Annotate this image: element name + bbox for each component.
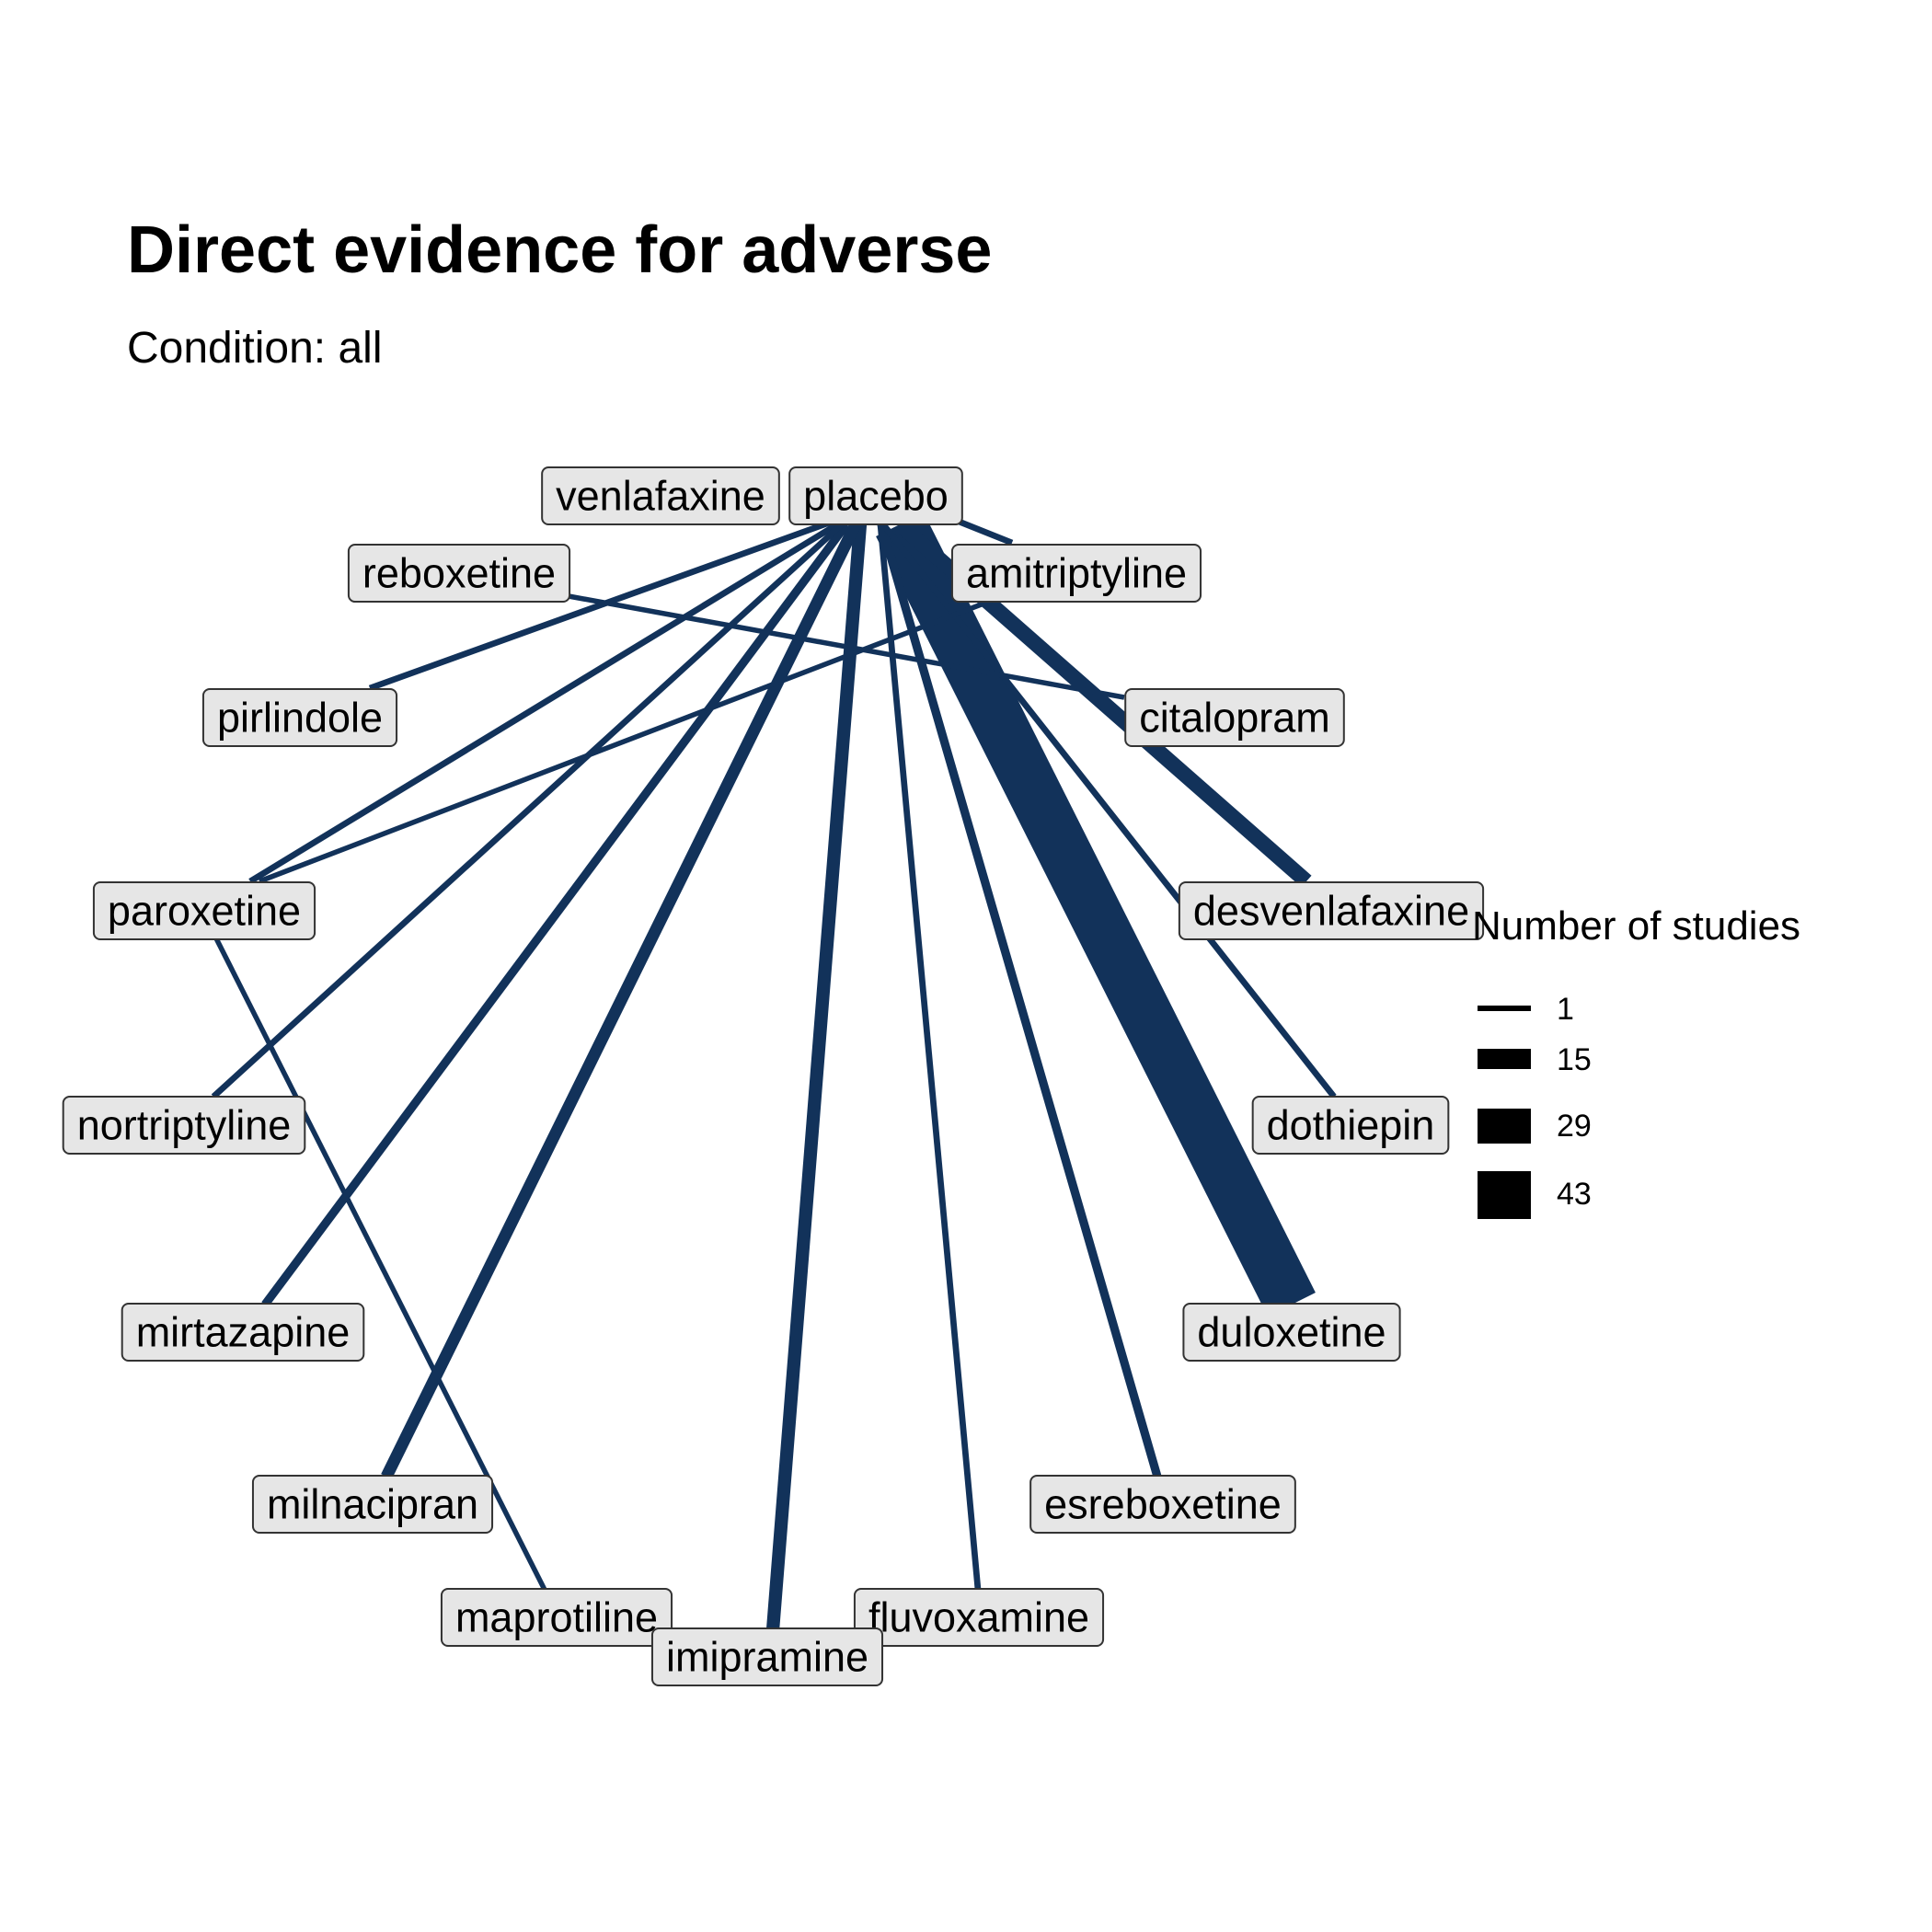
node-label-box xyxy=(251,1475,494,1534)
edge-layer xyxy=(211,512,1337,1631)
node-label-box xyxy=(1178,881,1485,940)
node-label-text: desvenlafaxine xyxy=(1193,888,1469,935)
node-paroxetine: paroxetine xyxy=(92,881,316,940)
node-label-text: esreboxetine xyxy=(1044,1481,1282,1528)
node-label-text: maprotiline xyxy=(455,1594,658,1641)
node-label-box xyxy=(1251,1096,1450,1155)
node-duloxetine: duloxetine xyxy=(1182,1303,1401,1362)
edge-placebo-nortriptyline xyxy=(211,522,845,1099)
legend-label-15: 15 xyxy=(1557,1042,1592,1077)
node-mirtazapine: mirtazapine xyxy=(121,1303,365,1362)
legend-label-43: 43 xyxy=(1557,1177,1592,1212)
legend-key-43 xyxy=(1478,1171,1531,1219)
edge-placebo-mirtazapine xyxy=(261,522,850,1307)
node-desvenlafaxine: desvenlafaxine xyxy=(1178,881,1485,940)
legend-key-29 xyxy=(1478,1109,1531,1144)
node-label-box xyxy=(950,544,1202,603)
node-esreboxetine: esreboxetine xyxy=(1029,1475,1296,1534)
node-fluvoxamine: fluvoxamine xyxy=(853,1588,1105,1647)
edge-placebo-esreboxetine xyxy=(877,523,1162,1478)
legend-key-1 xyxy=(1478,1006,1531,1011)
chart-subtitle: Condition: all xyxy=(127,324,383,373)
node-label-box xyxy=(788,466,963,525)
node-venlafaxine: venlafaxine xyxy=(541,466,780,525)
node-label-box xyxy=(440,1588,673,1647)
node-label-box xyxy=(201,688,398,747)
node-label-box xyxy=(92,881,316,940)
edge-reboxetine-citalopram xyxy=(568,593,1125,700)
node-label-text: citalopram xyxy=(1139,695,1330,742)
node-label-box xyxy=(121,1303,365,1362)
node-label-text: mirtazapine xyxy=(136,1309,351,1356)
node-label-text: placebo xyxy=(803,473,949,520)
node-nortriptyline: nortriptyline xyxy=(62,1096,306,1155)
edge-placebo-imipramine xyxy=(765,523,868,1631)
node-label-text: duloxetine xyxy=(1197,1309,1386,1356)
node-label-box xyxy=(650,1627,884,1686)
node-citalopram: citalopram xyxy=(1124,688,1345,747)
edge-placebo-fluvoxamine xyxy=(877,523,982,1591)
edge-placebo-dothiepin xyxy=(880,522,1337,1099)
node-label-text: venlafaxine xyxy=(556,473,765,520)
node-reboxetine: reboxetine xyxy=(347,544,571,603)
node-label-text: reboxetine xyxy=(362,550,556,597)
node-label-box xyxy=(1182,1303,1401,1362)
legend: Number of studies 1 15 29 43 xyxy=(1472,906,1858,1237)
node-label-text: dothiepin xyxy=(1267,1102,1435,1149)
node-label-box xyxy=(62,1096,306,1155)
node-label-box xyxy=(541,466,780,525)
legend-title: Number of studies xyxy=(1472,903,1801,949)
node-milnacipran: milnacipran xyxy=(251,1475,494,1534)
node-label-text: amitriptyline xyxy=(966,550,1187,597)
node-label-box xyxy=(853,1588,1105,1647)
node-amitriptyline: amitriptyline xyxy=(950,544,1202,603)
node-maprotiline: maprotiline xyxy=(440,1588,673,1647)
node-label-text: imipramine xyxy=(666,1634,868,1681)
node-dothiepin: dothiepin xyxy=(1251,1096,1450,1155)
node-label-box xyxy=(1124,688,1345,747)
node-placebo: placebo xyxy=(788,466,963,525)
node-label-text: pirlindole xyxy=(217,695,383,742)
edge-placebo-milnacipran xyxy=(381,522,861,1479)
node-pirlindole: pirlindole xyxy=(201,688,398,747)
edge-paroxetine-amitriptyline xyxy=(259,593,1004,884)
chart-title: Direct evidence for adverse xyxy=(127,213,993,287)
node-label-text: fluvoxamine xyxy=(868,1594,1089,1641)
node-label-box xyxy=(347,544,571,603)
node-label-text: paroxetine xyxy=(108,888,301,935)
legend-label-29: 29 xyxy=(1557,1109,1592,1144)
node-label-text: nortriptyline xyxy=(77,1102,292,1149)
node-imipramine: imipramine xyxy=(650,1627,884,1686)
legend-key-15 xyxy=(1478,1049,1531,1069)
legend-label-1: 1 xyxy=(1557,992,1574,1027)
node-label-box xyxy=(1029,1475,1296,1534)
edge-placebo-duloxetine xyxy=(876,512,1316,1317)
edge-placebo-paroxetine xyxy=(248,522,839,884)
node-label-text: milnacipran xyxy=(267,1481,478,1528)
